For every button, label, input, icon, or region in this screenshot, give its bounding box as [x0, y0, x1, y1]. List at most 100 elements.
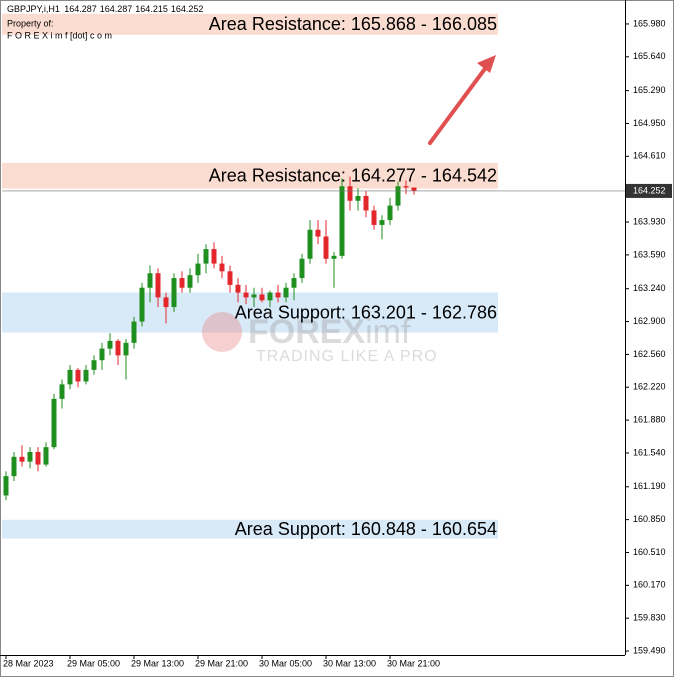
candle-body [219, 263, 225, 272]
y-tick-label: 164.950 [633, 118, 666, 128]
candle-body [355, 195, 361, 201]
candle-body [203, 249, 209, 264]
candle-body [283, 287, 289, 298]
zone [2, 292, 498, 333]
y-tick-label: 161.540 [633, 447, 666, 457]
candle-body [387, 205, 393, 221]
candle-body [363, 195, 369, 211]
symbol: GBPJPY,i,H1 164.287 164.287 164.215 164.252 [7, 4, 203, 14]
candle-body [171, 278, 177, 308]
candle-body [75, 369, 81, 382]
candle-body [195, 263, 201, 276]
y-tick-label: 160.850 [633, 514, 666, 524]
candle-body [235, 284, 241, 293]
logo-mark [202, 312, 242, 352]
candle-body [299, 258, 305, 279]
y-tick-label: 161.880 [633, 414, 666, 424]
arrow-head [477, 55, 496, 73]
x-tick-label: 30 Mar 21:00 [387, 658, 440, 668]
y-tick-label: 163.590 [633, 249, 666, 259]
candle-body [243, 292, 249, 298]
y-tick-label: 160.510 [633, 547, 666, 557]
zone-label: Area Support: 160.848 - 160.654 [235, 519, 497, 539]
note: F O R E X i m f [dot] c o m [7, 30, 112, 40]
candle-body [51, 398, 57, 448]
candle-body [43, 447, 49, 465]
x-tick-label: 29 Mar 05:00 [67, 658, 120, 668]
candle-body [411, 187, 417, 191]
y-tick-label: 165.290 [633, 85, 666, 95]
y-tick-label: 162.220 [633, 382, 666, 392]
candle-body [99, 348, 105, 361]
y-tick-label: 159.830 [633, 613, 666, 623]
zone [2, 519, 498, 539]
y-tick-label: 163.930 [633, 216, 666, 226]
candle-body [251, 294, 257, 298]
zone-label: Area Support: 163.201 - 162.786 [235, 302, 497, 322]
candle-body [155, 273, 161, 298]
arrow [428, 64, 489, 145]
y-tick-label: 164.610 [633, 151, 666, 161]
note: Property of: [7, 18, 54, 28]
zones [2, 13, 498, 539]
y-tick-label: 165.980 [633, 18, 666, 28]
candle-body [307, 229, 313, 259]
candle-body [3, 476, 9, 496]
last-price-label: 164.252 [633, 185, 666, 195]
x-tick-label: 28 Mar 2023 [3, 658, 54, 668]
candle-body [339, 186, 345, 256]
candle-body [163, 297, 169, 308]
candle-body [147, 273, 153, 288]
watermark: FOREXimf TRADING LIKE A PRO [202, 312, 438, 365]
y-tick-label: 162.560 [633, 349, 666, 359]
candle-body [379, 220, 385, 225]
candle-body [371, 210, 377, 225]
candle-body [315, 229, 321, 237]
candle-body [107, 340, 113, 349]
y-tick-label: 161.190 [633, 481, 666, 491]
candle-body [187, 275, 193, 288]
last-price-box [626, 183, 672, 198]
candle-body [27, 451, 33, 462]
plot [3, 176, 417, 501]
candle-body [211, 249, 217, 264]
y-tick-label: 159.490 [633, 645, 666, 655]
candle-body [323, 236, 329, 259]
candle-body [179, 278, 185, 288]
candle-body [347, 186, 353, 201]
zone-label: Area Resistance: 165.868 - 166.085 [209, 14, 497, 34]
candle-body [395, 186, 401, 206]
candle-body [11, 456, 17, 477]
y-tick-label: 165.640 [633, 51, 666, 61]
logo: FOREXimf [248, 313, 411, 351]
candle-body [275, 292, 281, 298]
candle-body [59, 384, 65, 399]
zone-label: Area Resistance: 164.277 - 164.542 [209, 165, 497, 185]
zone [2, 13, 498, 35]
candle-body [83, 369, 89, 382]
candle-body [91, 360, 97, 370]
candle-body [115, 340, 121, 356]
candle-body [123, 342, 129, 356]
candle-body [227, 271, 233, 285]
tagline: TRADING LIKE A PRO [256, 348, 438, 365]
candle-body [19, 456, 25, 462]
candle-body [331, 255, 337, 259]
candle-body [291, 278, 297, 288]
candle-body [259, 294, 265, 301]
candle-body [35, 451, 41, 465]
candle-body [403, 186, 409, 188]
x-tick-label: 29 Mar 21:00 [195, 658, 248, 668]
y-tick-label: 163.240 [633, 283, 666, 293]
candle-body [139, 287, 145, 322]
x-tick-label: 30 Mar 05:00 [259, 658, 312, 668]
candle-body [67, 369, 73, 385]
x-tick-label: 29 Mar 13:00 [131, 658, 184, 668]
y-tick-label: 162.900 [633, 316, 666, 326]
y-tick-label: 160.170 [633, 580, 666, 590]
x-tick-label: 30 Mar 13:00 [323, 658, 376, 668]
zone [2, 162, 498, 189]
candle-body [267, 292, 273, 301]
